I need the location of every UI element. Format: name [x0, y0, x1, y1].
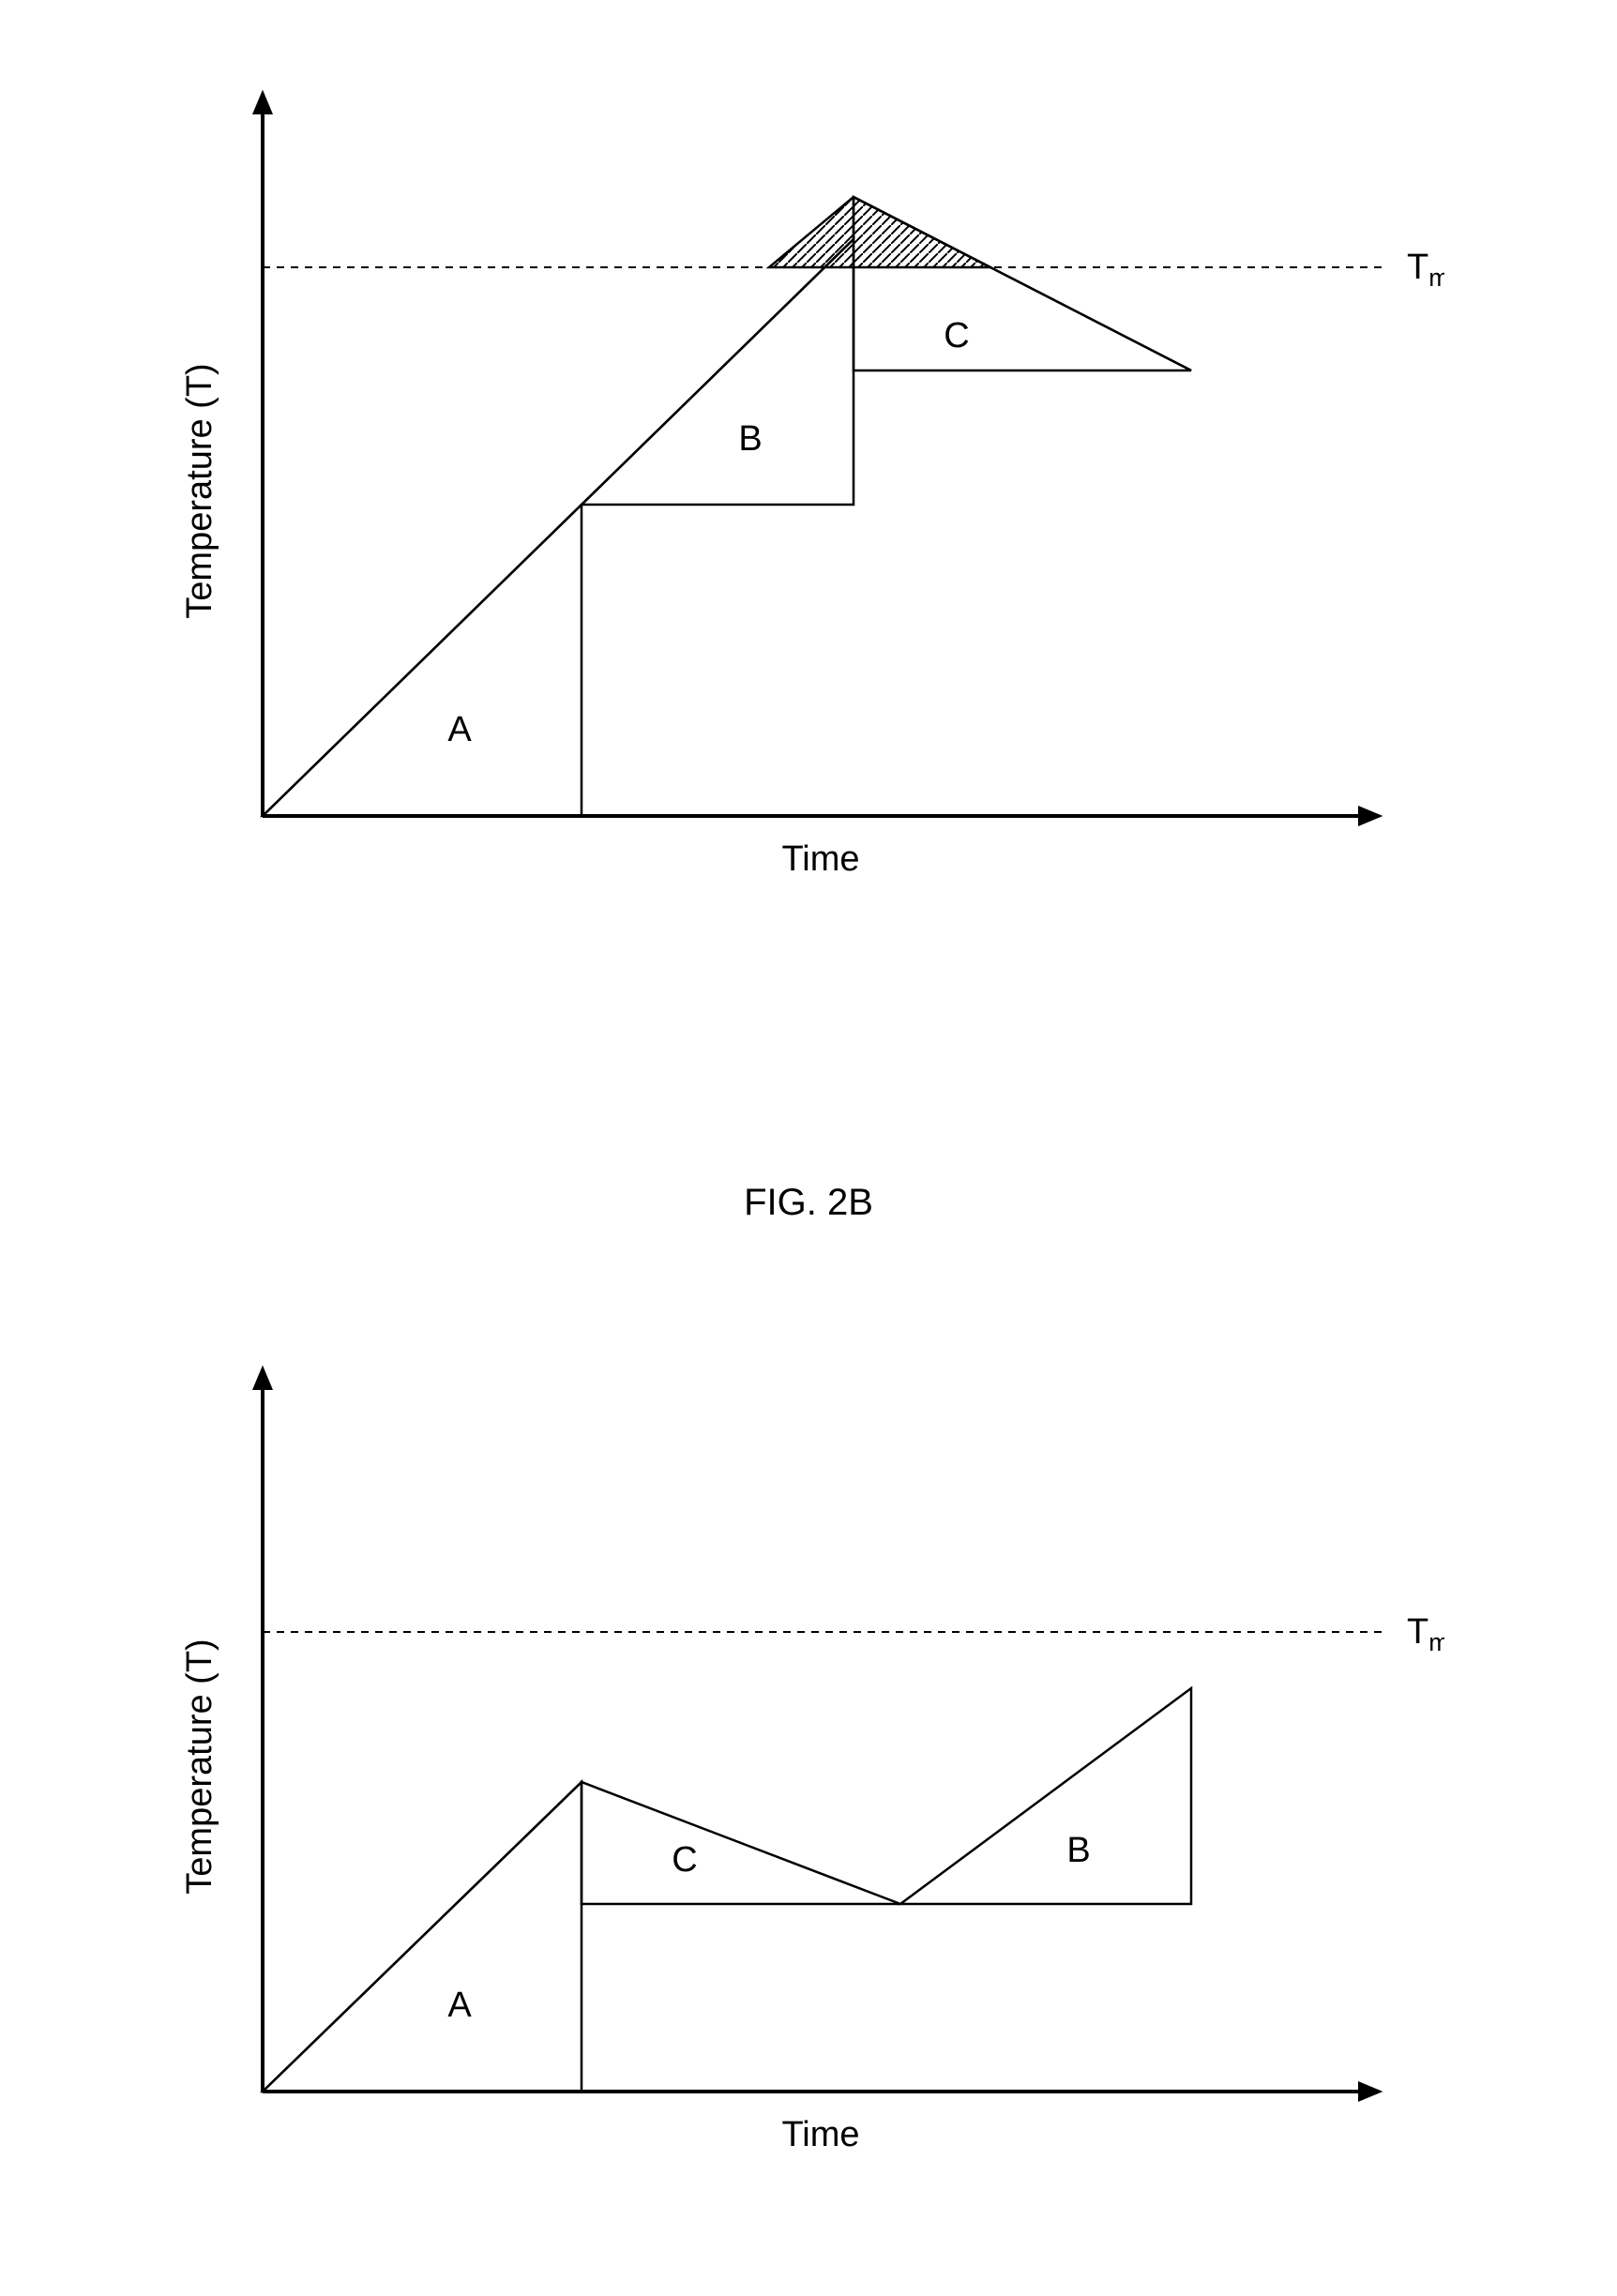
x-axis-label: Time [781, 839, 859, 879]
region-c-label: C [672, 1840, 697, 1880]
region-b [900, 1688, 1191, 1904]
y-axis-label: Temperature (T) [180, 1639, 219, 1894]
region-a [263, 505, 582, 816]
region-a-label: A [447, 710, 472, 749]
region-b-label: B [1066, 1831, 1090, 1870]
region-b [582, 239, 854, 505]
x-axis-arrow [1358, 806, 1383, 826]
region-c-label: C [944, 316, 969, 355]
region-c [582, 1782, 900, 1904]
hatched-region [769, 197, 990, 267]
region-a [263, 1782, 582, 2092]
y-axis-arrow [252, 1366, 273, 1390]
region-c [854, 197, 1191, 370]
region-a-label: A [447, 1986, 472, 2025]
tmax-label: Tmax [1407, 248, 1444, 292]
chart-bottom: Tmax A C B Temperature (T) Time [178, 1341, 1444, 2157]
region-b-label: B [738, 419, 762, 459]
chart-top-svg: Tmax A B C Temperature (T) Time [178, 66, 1444, 882]
tmax-label: Tmax [1407, 1612, 1444, 1656]
y-axis-arrow [252, 90, 273, 114]
x-axis-label: Time [781, 2115, 859, 2154]
figure-caption: FIG. 2B [0, 1182, 1617, 1224]
chart-top: Tmax A B C Temperature (T) Time [178, 66, 1444, 882]
y-axis-label: Temperature (T) [180, 363, 219, 618]
chart-bottom-svg: Tmax A C B Temperature (T) Time [178, 1341, 1444, 2157]
x-axis-arrow [1358, 2081, 1383, 2102]
